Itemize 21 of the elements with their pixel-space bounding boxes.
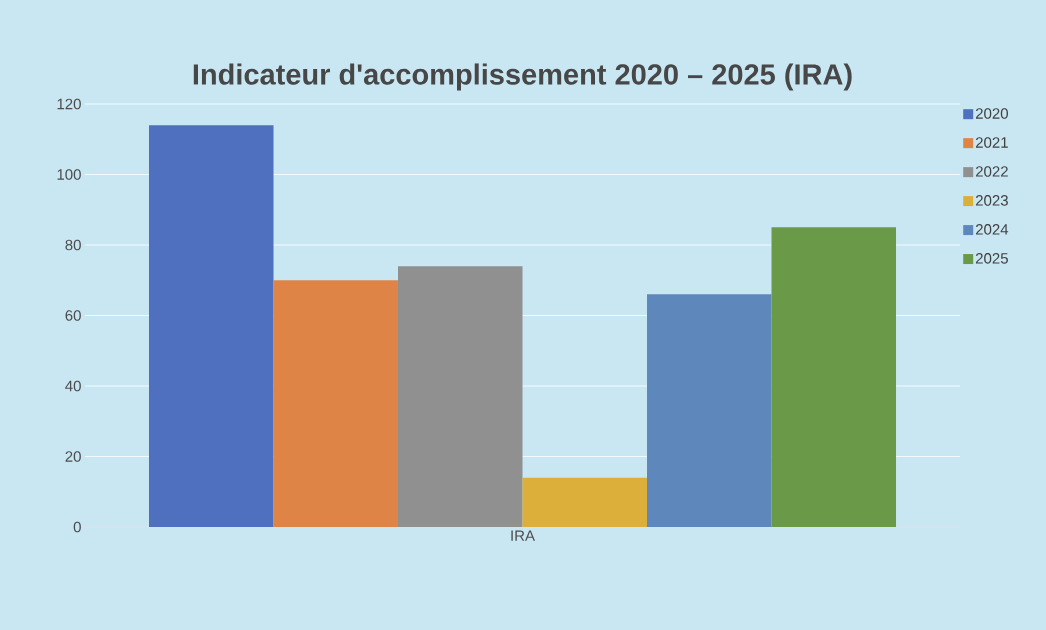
y-tick-label: 120 <box>57 98 81 110</box>
y-tick-label: 40 <box>65 380 81 392</box>
chart-title: Indicateur d'accomplissement 2020 – 2025 (IRA) <box>193 63 852 91</box>
bar <box>647 294 772 527</box>
y-tick-label: 60 <box>65 310 81 321</box>
y-tick-label: 20 <box>65 451 81 462</box>
bar <box>771 227 897 527</box>
legend-label: 2021 <box>975 137 1008 148</box>
legend-label: 2022 <box>975 166 1008 177</box>
legend-label: 2025 <box>975 253 1008 264</box>
bar <box>149 125 274 527</box>
legend-label: 2020 <box>975 108 1008 119</box>
y-tick-label: 0 <box>73 521 81 533</box>
legend-label: 2023 <box>975 195 1008 206</box>
bar <box>398 266 523 527</box>
y-tick-label: 100 <box>57 169 81 180</box>
bar <box>273 280 399 527</box>
bar <box>522 477 648 527</box>
legend-label: 2024 <box>975 224 1009 235</box>
x-tick-label: IRA <box>511 530 535 541</box>
y-tick-label: 80 <box>65 239 81 251</box>
